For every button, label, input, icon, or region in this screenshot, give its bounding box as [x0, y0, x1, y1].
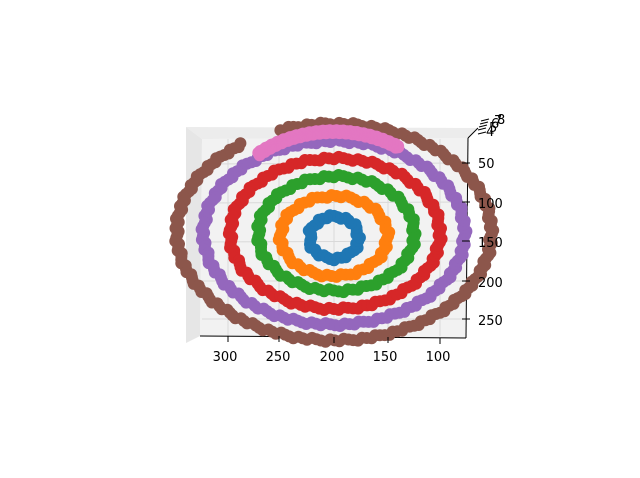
y-tick-label: 100	[478, 197, 503, 212]
scatter-point	[223, 224, 236, 237]
tick-marks	[227, 118, 490, 344]
z-tick-mark	[477, 131, 487, 135]
x-tick-label: 150	[373, 350, 398, 365]
grid-y-150	[201, 240, 469, 243]
x-tick-label: 250	[266, 350, 291, 365]
x-tick-labels: 300 250 200 150 100	[213, 350, 451, 365]
y-tick-labels: 50 100 150 200 250	[478, 157, 503, 329]
scatter-layer	[169, 116, 500, 348]
scatter-point	[275, 226, 288, 239]
z-tick-label: 8	[497, 113, 505, 128]
series-0	[302, 209, 366, 267]
z-tick-label: 4	[486, 125, 494, 140]
z-tick-label: 6	[491, 117, 499, 132]
series-1	[272, 189, 396, 283]
scatter-point	[254, 224, 267, 237]
series-2	[251, 169, 422, 299]
y-tick-label: 200	[478, 276, 503, 291]
z-tick-mark	[477, 127, 487, 131]
series-6	[252, 124, 405, 162]
scatter-point	[195, 223, 208, 236]
z-tick-mark	[479, 121, 489, 125]
z-tick-mark	[480, 118, 490, 122]
scatter-point	[305, 228, 317, 241]
series-3	[222, 150, 448, 316]
z-tick-label: 5	[489, 121, 497, 136]
y-tick-label: 150	[478, 236, 503, 251]
x-tick-label: 200	[320, 350, 345, 365]
y-tick-label: 250	[478, 314, 503, 329]
x-tick-label: 300	[213, 350, 238, 365]
x-tick-label: 100	[426, 350, 451, 365]
z-tick-mark	[478, 124, 488, 128]
scatter-point	[253, 149, 266, 162]
scatter-point	[274, 124, 287, 137]
z-tick-labels: 4 5 6 7 8	[486, 113, 505, 140]
y-tick-label: 50	[478, 157, 495, 172]
z-tick-label: 7	[494, 114, 502, 129]
z-axis-line	[467, 127, 479, 139]
series-4	[195, 133, 473, 332]
